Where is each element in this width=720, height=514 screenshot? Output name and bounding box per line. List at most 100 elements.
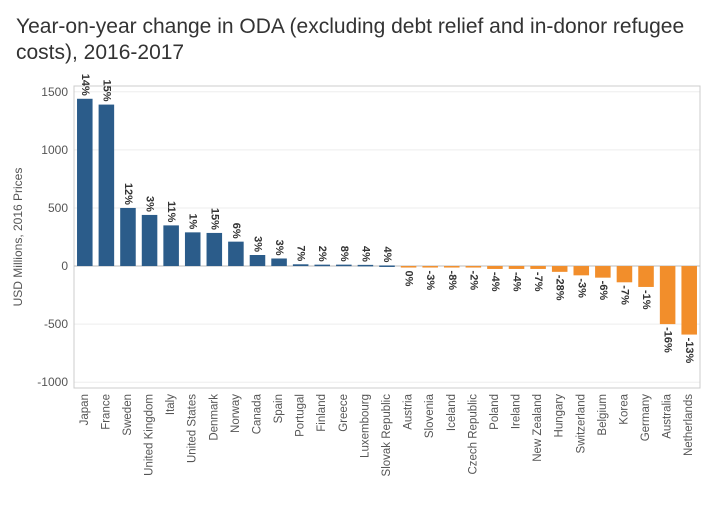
data-label: 14% — [79, 74, 91, 96]
chart-title: Year-on-year change in ODA (excluding de… — [16, 15, 685, 64]
bar — [659, 266, 676, 325]
data-label: 3% — [251, 236, 263, 252]
category-label: Luxembourg — [359, 394, 371, 458]
bar — [163, 225, 179, 267]
data-label: 7% — [295, 245, 307, 261]
category-label: France — [100, 394, 112, 430]
category-label: Norway — [230, 394, 242, 433]
data-label: 1% — [187, 213, 199, 229]
data-label: -3% — [424, 271, 436, 291]
data-label: -4% — [511, 272, 523, 292]
category-label: Austria — [403, 393, 415, 429]
category-label: Denmark — [208, 394, 220, 441]
bar — [508, 266, 525, 269]
y-tick-label: 1000 — [41, 143, 68, 157]
x-axis: Japan France Sweden United Kingdom Italy Unit… — [79, 393, 695, 476]
bar — [638, 266, 654, 287]
bar — [465, 266, 482, 268]
bar — [357, 264, 374, 267]
bar — [314, 264, 331, 267]
category-label: Korea — [618, 393, 630, 424]
category-label: Japan — [79, 394, 91, 425]
category-label: Finland — [316, 394, 328, 432]
data-label: -7% — [618, 285, 630, 305]
bar — [422, 266, 438, 268]
data-label: -13% — [683, 338, 695, 364]
data-label: -3% — [575, 278, 587, 298]
category-label: New Zealand — [532, 394, 544, 462]
data-label: 2% — [316, 246, 328, 262]
data-label: 15% — [208, 208, 220, 230]
bar — [336, 264, 352, 267]
gridlines — [74, 91, 700, 383]
category-label: Canada — [251, 393, 263, 434]
y-tick-label: 0 — [61, 259, 68, 273]
category-label: Ireland — [511, 394, 523, 429]
data-label: 3% — [273, 240, 285, 256]
bar — [77, 98, 93, 267]
bar — [271, 258, 287, 267]
data-label: 3% — [144, 196, 156, 212]
bar — [573, 266, 590, 276]
category-label: Switzerland — [575, 394, 587, 453]
data-label: 6% — [230, 223, 242, 239]
data-label: -6% — [597, 281, 609, 301]
y-axis-label: USD Millions, 2016 Prices — [11, 168, 25, 307]
data-label: 4% — [381, 247, 393, 263]
y-tick-label: 1500 — [41, 85, 68, 99]
category-label: Germany — [640, 394, 652, 442]
data-label: -1% — [640, 290, 652, 310]
category-label: Iceland — [446, 394, 458, 431]
data-label: 4% — [359, 246, 371, 262]
data-label: 0% — [403, 271, 415, 287]
bars — [77, 98, 697, 335]
bar — [120, 207, 136, 267]
data-label: 12% — [122, 183, 134, 205]
category-label: Belgium — [597, 394, 609, 436]
bar — [206, 232, 223, 267]
data-label: -8% — [446, 271, 458, 291]
data-label: -28% — [554, 275, 566, 301]
data-label: 8% — [338, 246, 350, 262]
bar — [616, 266, 633, 283]
data-label: 11% — [165, 201, 177, 223]
category-label: Italy — [165, 394, 177, 415]
data-label: -2% — [467, 271, 479, 291]
category-label: Spain — [273, 394, 285, 423]
category-label: Sweden — [122, 394, 134, 436]
category-label: Greece — [338, 394, 350, 432]
data-label: -7% — [532, 272, 544, 292]
bar — [98, 104, 115, 267]
bar — [292, 264, 309, 267]
category-label: United Kingdom — [144, 394, 156, 476]
bar — [228, 241, 244, 267]
data-label: 15% — [100, 80, 112, 102]
category-label: Czech Republic — [467, 394, 479, 475]
category-label: Poland — [489, 394, 501, 430]
bar — [141, 214, 158, 267]
category-label: Slovak Republic — [381, 394, 393, 477]
bar — [184, 232, 201, 267]
y-tick-label: -500 — [44, 317, 68, 331]
data-label: -4% — [489, 272, 501, 292]
bar — [595, 266, 611, 278]
plot-frame — [73, 85, 701, 389]
category-label: Slovenia — [424, 393, 436, 438]
y-tick-label: 500 — [48, 201, 68, 215]
y-axis: -1000 -500 0 500 1000 1500 — [37, 85, 68, 389]
bar — [443, 266, 460, 268]
bar — [400, 266, 417, 268]
bar — [681, 266, 697, 335]
bar — [379, 265, 395, 267]
category-label: Australia — [662, 393, 674, 438]
category-label: United States — [187, 394, 199, 463]
bar — [249, 255, 266, 267]
category-label: Portugal — [295, 394, 307, 437]
bar — [487, 266, 503, 269]
category-label: Hungary — [554, 394, 566, 438]
data-label: -16% — [662, 327, 674, 353]
y-tick-label: -1000 — [37, 375, 68, 389]
bar — [530, 266, 546, 269]
category-label: Netherlands — [683, 394, 695, 456]
